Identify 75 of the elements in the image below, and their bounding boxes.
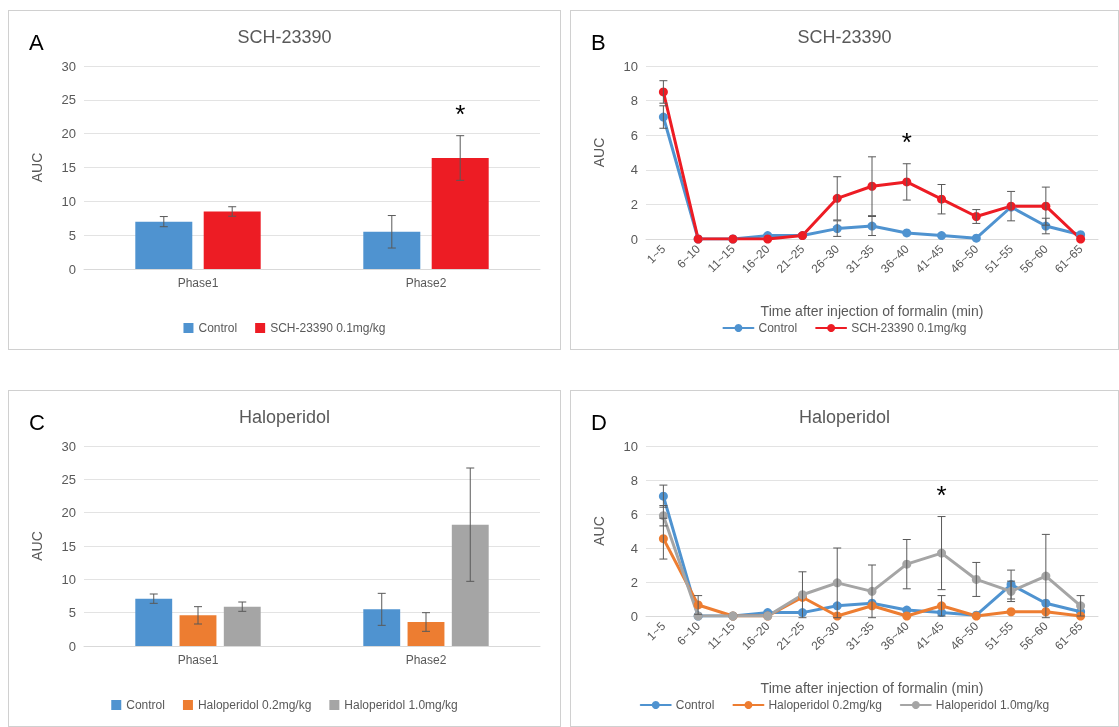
point bbox=[1006, 607, 1016, 617]
y-tick-label: 30 bbox=[61, 58, 76, 74]
y-tick-label: 4 bbox=[630, 540, 638, 556]
y-axis-title: AUC bbox=[29, 152, 45, 183]
text: B bbox=[591, 29, 606, 55]
text: C bbox=[29, 409, 45, 435]
y-tick-label: 10 bbox=[61, 193, 76, 209]
legend-label: SCH-23390 0.1mg/kg bbox=[270, 321, 386, 335]
chart-title: SCH-23390 bbox=[237, 27, 332, 47]
bar bbox=[407, 622, 445, 646]
y-tick-label: 30 bbox=[61, 438, 76, 454]
y-tick-label: 0 bbox=[68, 261, 76, 277]
y-tick-label: 10 bbox=[623, 58, 638, 74]
legend-label: SCH-23390 0.1mg/kg bbox=[851, 321, 967, 335]
point bbox=[902, 611, 912, 621]
chart-title: Haloperidol bbox=[798, 407, 891, 427]
legend-label: Control bbox=[126, 698, 165, 712]
annotation: * bbox=[901, 126, 912, 157]
bar bbox=[135, 598, 173, 646]
bar bbox=[203, 211, 261, 269]
y-tick-label: 10 bbox=[61, 571, 76, 587]
y-tick-label: 4 bbox=[630, 162, 638, 178]
point bbox=[902, 228, 912, 238]
text: D bbox=[591, 409, 607, 435]
y-tick-label: 25 bbox=[61, 92, 76, 108]
bar bbox=[179, 615, 217, 646]
x-axis-title: Time after injection of formalin (min) bbox=[760, 680, 984, 696]
legend-label: Haloperidol 0.2mg/kg bbox=[197, 698, 312, 712]
y-axis-title: AUC bbox=[29, 531, 45, 561]
chart-title: SCH-23390 bbox=[797, 27, 892, 47]
x-tick-label: Phase2 bbox=[405, 653, 447, 667]
x-tick-label: 1~5 bbox=[644, 618, 669, 644]
y-tick-label: 5 bbox=[68, 227, 76, 243]
y-tick-label: 6 bbox=[630, 127, 638, 143]
legend-label: Haloperidol 0.2mg/kg bbox=[768, 698, 882, 712]
legend-label: Control bbox=[198, 321, 238, 335]
point bbox=[1076, 234, 1086, 244]
legend-label: Control bbox=[675, 698, 715, 712]
y-tick-label: 0 bbox=[630, 231, 638, 247]
bar bbox=[431, 158, 489, 269]
y-tick-label: 8 bbox=[630, 472, 638, 488]
y-tick-label: 0 bbox=[630, 608, 638, 624]
annotation: * bbox=[455, 98, 466, 129]
y-tick-label: 20 bbox=[61, 126, 76, 142]
y-tick-label: 2 bbox=[630, 574, 638, 590]
y-axis-title: AUC bbox=[591, 137, 607, 168]
y-tick-label: 15 bbox=[61, 160, 76, 175]
y-tick-label: 5 bbox=[68, 605, 76, 621]
x-axis-title: Time after injection of formalin (min) bbox=[760, 303, 984, 319]
bar bbox=[451, 524, 489, 646]
y-tick-label: 6 bbox=[630, 506, 638, 522]
y-tick-label: 8 bbox=[630, 93, 638, 109]
x-tick-label: Phase1 bbox=[177, 653, 219, 667]
legend-label: Haloperidol 1.0mg/kg bbox=[935, 698, 1050, 712]
y-tick-label: 2 bbox=[630, 196, 638, 212]
bar bbox=[363, 609, 401, 646]
y-tick-label: 0 bbox=[68, 638, 76, 654]
y-axis-title: AUC bbox=[591, 516, 607, 546]
chart-title: Haloperidol bbox=[238, 407, 331, 427]
point bbox=[937, 231, 947, 241]
y-tick-label: 15 bbox=[61, 538, 76, 554]
bar bbox=[223, 606, 261, 646]
y-tick-label: 25 bbox=[61, 471, 76, 487]
text: A bbox=[29, 29, 44, 55]
annotation: * bbox=[936, 479, 947, 510]
x-tick-label: Phase2 bbox=[405, 276, 447, 290]
x-tick-label: Phase1 bbox=[177, 276, 219, 290]
y-tick-label: 20 bbox=[61, 505, 76, 521]
legend-label: Control bbox=[758, 321, 798, 335]
y-tick-label: 10 bbox=[623, 438, 638, 454]
x-tick-label: 1~5 bbox=[644, 241, 669, 267]
bar bbox=[135, 221, 193, 269]
point bbox=[971, 233, 981, 243]
bar bbox=[363, 231, 421, 269]
legend-label: Haloperidol 1.0mg/kg bbox=[344, 698, 458, 712]
